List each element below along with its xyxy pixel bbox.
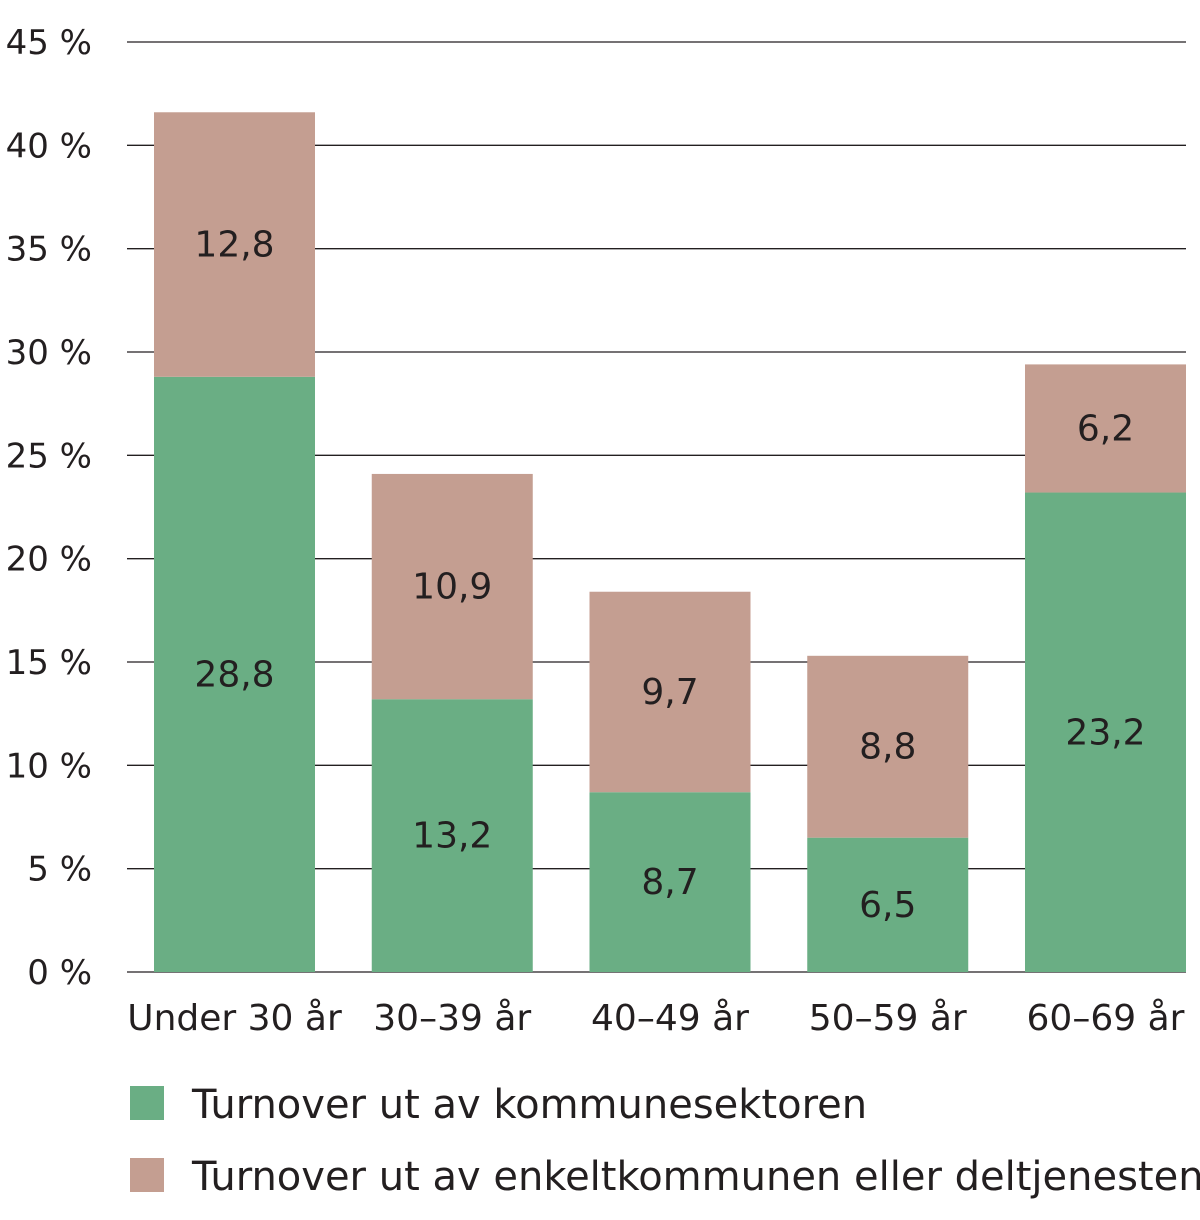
x-axis-categories: Under 30 år 30–39 år 40–49 år 50–59 år 60–69… [127,998,1184,1039]
y-tick-label: 30 % [6,333,92,373]
y-tick-label: 35 % [6,230,92,270]
legend-swatch [130,1158,164,1192]
bar-segment-enkeltkommunen [154,112,315,377]
y-tick-label: 40 % [6,126,92,166]
bar-segment-kommunesektoren [807,837,969,972]
legend-swatch [130,1086,164,1120]
value-label-kommunesektoren: 6,5 [859,885,916,926]
value-label-enkeltkommunen: 8,8 [859,727,916,768]
x-category-label: 30–39 år [373,998,531,1039]
bar-segment-kommunesektoren [1025,492,1186,972]
y-axis-ticks: 0 % 5 % 10 % 15 % 20 % 25 % 30 % 35 % 40 % 45 % [6,23,92,993]
y-tick-label: 15 % [6,643,92,683]
bar-segment-enkeltkommunen [807,655,969,838]
y-tick-label: 0 % [27,953,92,993]
bar-segment-enkeltkommunen [589,591,751,793]
bars [154,112,1186,972]
bar-segment-enkeltkommunen [1025,364,1186,493]
bar-segment-kommunesektoren [589,792,751,972]
y-tick-label: 5 % [27,850,92,890]
value-label-kommunesektoren: 28,8 [194,654,274,695]
x-category-label: 60–69 år [1027,998,1185,1039]
bar-segment-kommunesektoren [154,376,315,972]
value-labels: 28,8 12,8 13,2 10,9 8,7 9,7 6,5 8,8 23,2 6,2 [194,225,1145,926]
value-label-enkeltkommunen: 9,7 [641,672,698,713]
y-tick-label: 25 % [6,436,92,476]
y-tick-label: 10 % [6,746,92,786]
y-tick-label: 45 % [6,23,92,63]
y-tick-label: 20 % [6,540,92,580]
value-label-enkeltkommunen: 12,8 [194,225,274,266]
bar-segment-enkeltkommunen [371,473,533,700]
legend: Turnover ut av kommunesektoren Turnover u… [130,1082,1200,1200]
x-category-label: 50–59 år [809,998,967,1039]
x-category-label: Under 30 år [127,998,342,1039]
bar-segment-kommunesektoren [371,699,533,972]
legend-label: Turnover ut av enkeltkommunen eller delt… [191,1154,1200,1200]
value-label-kommunesektoren: 13,2 [412,816,492,857]
value-label-enkeltkommunen: 10,9 [412,567,492,608]
value-label-kommunesektoren: 8,7 [641,862,698,903]
legend-label: Turnover ut av kommunesektoren [191,1082,867,1128]
value-label-kommunesektoren: 23,2 [1065,712,1145,753]
x-category-label: 40–49 år [591,998,749,1039]
value-label-enkeltkommunen: 6,2 [1077,408,1134,449]
